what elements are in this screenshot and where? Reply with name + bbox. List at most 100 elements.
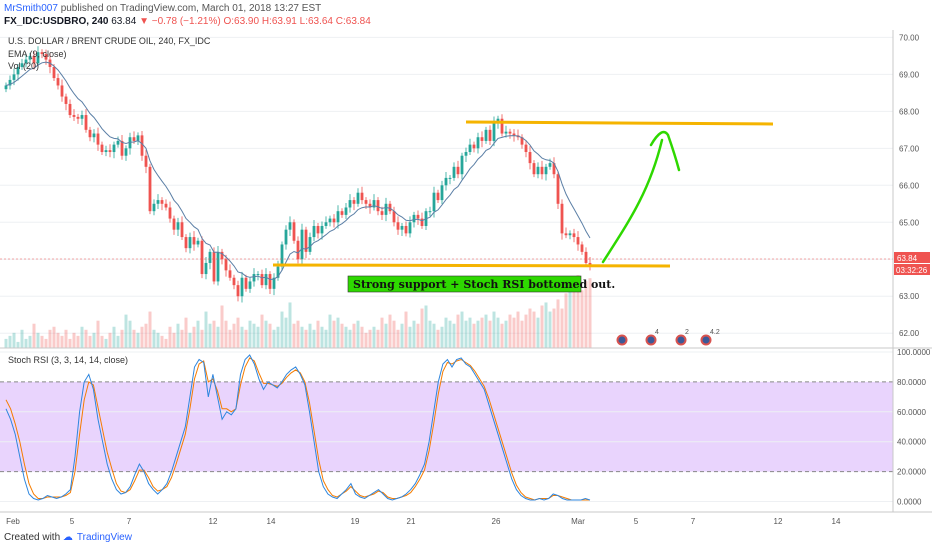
volume-legend: Vol (20) <box>8 61 39 71</box>
candle-body <box>584 251 588 263</box>
candle-body <box>60 85 64 97</box>
time-tick-label: 26 <box>492 517 501 526</box>
price-axis[interactable]: 62.0063.0064.0065.0066.0067.0068.0069.00… <box>899 33 920 338</box>
volume-bar <box>540 305 544 348</box>
candle-body <box>280 244 284 267</box>
candle-body <box>248 281 252 289</box>
volume-bar <box>84 329 88 348</box>
volume-bar <box>176 323 180 348</box>
volume-bar <box>92 332 96 348</box>
candle-body <box>216 251 220 282</box>
price-tick-label: 63.00 <box>899 292 920 301</box>
volume-bar <box>56 332 60 348</box>
candle-body <box>156 200 160 204</box>
candle-body <box>112 144 116 153</box>
candle-body <box>304 229 308 252</box>
candle-body <box>252 274 256 282</box>
volume-bar <box>520 320 524 348</box>
candle-body <box>396 222 400 230</box>
candle-body <box>508 131 512 134</box>
candle-body <box>260 274 264 286</box>
volume-bar <box>460 311 464 348</box>
volume-bar <box>268 323 272 348</box>
volume-bar <box>396 329 400 348</box>
volume-bar <box>224 320 228 348</box>
volume-bar <box>244 329 248 348</box>
stoch-tick-label: 40.0000 <box>897 438 926 447</box>
resistance-trendline[interactable] <box>465 120 774 126</box>
volume-bar <box>100 335 104 348</box>
price-tick-label: 67.00 <box>899 144 920 153</box>
tradingview-logo-icon[interactable]: ☁ <box>62 532 73 543</box>
event-flag-icon[interactable]: 4 <box>644 329 659 347</box>
volume-bar <box>336 317 340 348</box>
time-tick-label: 12 <box>209 517 218 526</box>
chart-area[interactable]: Strong support + Stoch RSI bottomed out.… <box>0 30 932 530</box>
candle-body <box>348 200 352 208</box>
price-tick-label: 69.00 <box>899 70 920 79</box>
stoch-axis[interactable]: 0.0000 20.0000 40.0000 60.0000 80.0000 100.00… <box>897 348 931 507</box>
candle-body <box>388 203 392 212</box>
author-link[interactable]: MrSmith007 <box>4 3 58 14</box>
volume-bar <box>28 335 32 348</box>
annotation-box[interactable] <box>347 275 582 293</box>
candle-body <box>288 222 292 230</box>
volume-bar <box>172 332 176 348</box>
event-flag-icon[interactable]: 4.2 <box>699 329 720 347</box>
candle-body <box>436 192 440 201</box>
volume-bar <box>444 317 448 348</box>
candle-body <box>560 203 564 234</box>
event-circle-inner <box>647 336 655 344</box>
time-tick-label: 7 <box>691 517 696 526</box>
green-arrow-drawing[interactable] <box>601 130 681 264</box>
candle-body <box>316 225 320 234</box>
candle-body <box>580 244 584 252</box>
candle-body <box>188 237 192 249</box>
timer-tag-text: 03:32:26 <box>896 266 928 275</box>
time-tick-label: 14 <box>832 517 841 526</box>
candle-body <box>356 192 360 204</box>
event-flag-icon[interactable] <box>615 333 629 347</box>
candles <box>4 46 592 303</box>
candle-body <box>92 133 96 138</box>
candle-body <box>40 52 44 55</box>
volume-bar <box>184 317 188 348</box>
volume-bar <box>368 329 372 348</box>
candle-body <box>352 200 356 204</box>
stoch-band <box>0 381 893 472</box>
volume-bar <box>20 329 24 348</box>
candle-body <box>556 174 560 204</box>
volume-bar <box>200 329 204 348</box>
volume-bar <box>4 338 8 348</box>
volume-bar <box>464 320 468 348</box>
candle-body <box>144 155 148 167</box>
support-trendline[interactable] <box>272 263 671 268</box>
volume-bar <box>412 320 416 348</box>
volume-bar <box>584 281 588 348</box>
volume-bar <box>456 314 460 348</box>
volume-bar <box>148 311 152 348</box>
candle-body <box>360 192 364 201</box>
volume-bar <box>96 320 100 348</box>
volume-bars <box>4 275 592 348</box>
candle-body <box>196 240 200 245</box>
volume-bar <box>80 326 84 348</box>
event-flag-icon[interactable]: 2 <box>674 329 689 347</box>
time-tick-label: 19 <box>351 517 360 526</box>
candle-body <box>224 259 228 271</box>
candle-body <box>492 122 496 141</box>
candle-body <box>308 237 312 252</box>
volume-bar <box>356 320 360 348</box>
volume-bar <box>204 311 208 348</box>
volume-bar <box>548 311 552 348</box>
price-pane[interactable] <box>0 30 893 348</box>
event-icons[interactable]: 4 2 4.2 <box>615 329 720 347</box>
footer-brand[interactable]: TradingView <box>76 532 132 543</box>
event-circle-inner <box>618 336 626 344</box>
volume-bar <box>400 323 404 348</box>
candle-body <box>220 251 224 260</box>
volume-bar <box>68 338 72 348</box>
volume-bar <box>556 299 560 348</box>
candle-body <box>208 251 212 263</box>
time-axis[interactable]: Feb 5 7 12 14 19 21 26 Mar 5 7 12 14 <box>6 517 841 526</box>
